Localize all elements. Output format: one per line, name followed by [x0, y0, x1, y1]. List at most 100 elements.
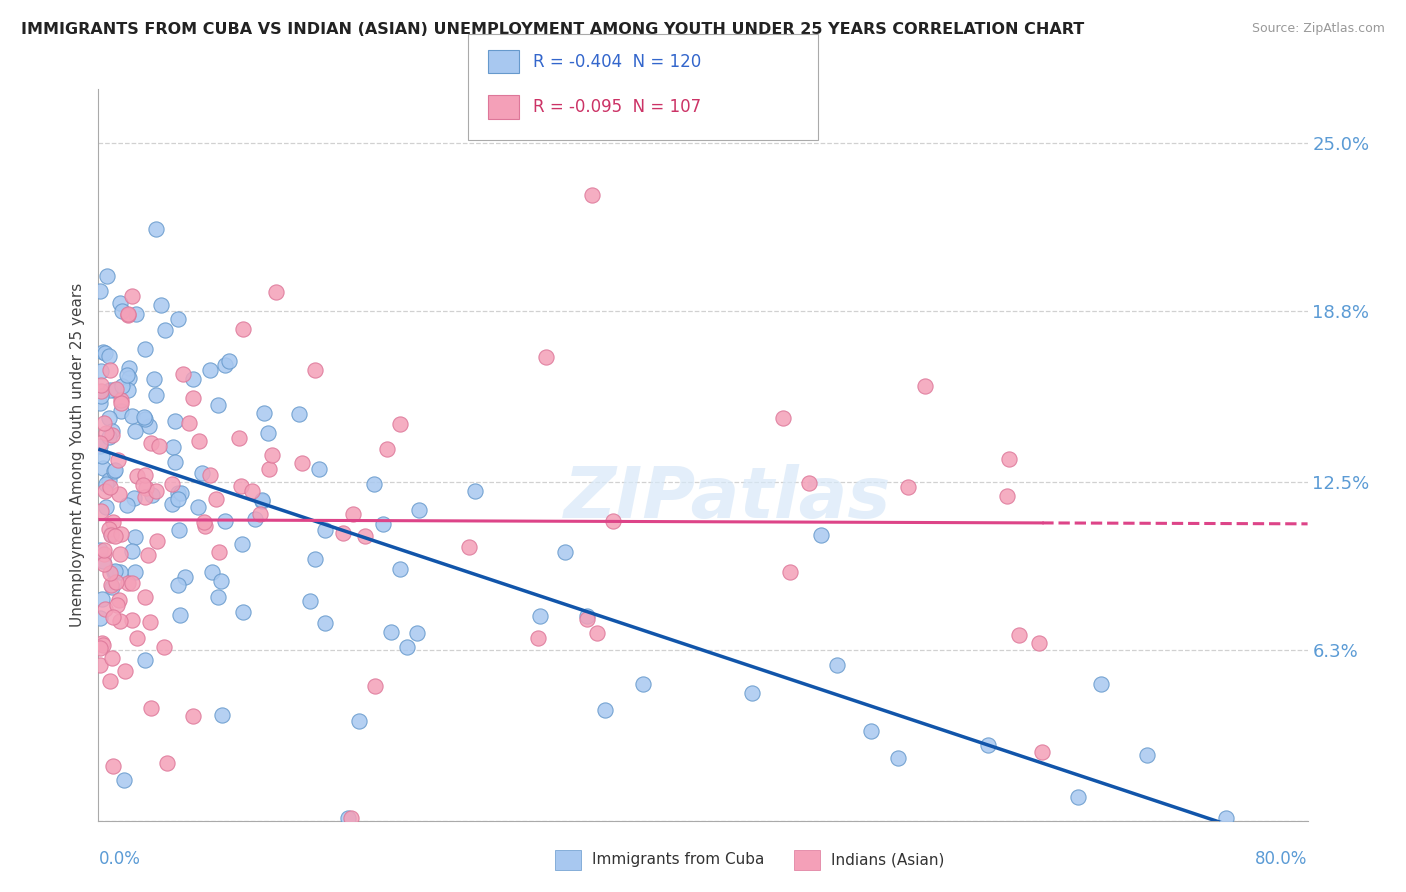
- Point: [299, 593, 322, 607]
- Point: [132, 478, 155, 492]
- Point: [153, 640, 176, 654]
- Point: [336, 811, 359, 825]
- Point: [145, 387, 167, 401]
- Point: [108, 565, 131, 579]
- Point: [89, 610, 111, 624]
- Point: [240, 484, 263, 499]
- Point: [112, 772, 135, 787]
- Point: [253, 406, 276, 420]
- Point: [110, 393, 132, 408]
- Point: [1136, 748, 1159, 763]
- Point: [108, 547, 131, 561]
- Point: [110, 527, 132, 541]
- Point: [308, 462, 330, 476]
- Point: [332, 526, 354, 541]
- Point: [995, 489, 1018, 503]
- Point: [167, 523, 190, 537]
- Point: [339, 811, 361, 825]
- Point: [94, 602, 117, 616]
- Point: [117, 384, 139, 398]
- Text: Source: ZipAtlas.com: Source: ZipAtlas.com: [1251, 22, 1385, 36]
- Point: [291, 457, 314, 471]
- Point: [91, 592, 114, 607]
- Point: [380, 624, 402, 639]
- Y-axis label: Unemployment Among Youth under 25 years: Unemployment Among Youth under 25 years: [69, 283, 84, 627]
- Point: [187, 500, 209, 514]
- Point: [257, 426, 280, 441]
- Point: [90, 384, 112, 398]
- Point: [134, 490, 156, 504]
- Point: [100, 527, 122, 541]
- Point: [575, 609, 598, 624]
- Point: [231, 537, 253, 551]
- Point: [208, 545, 231, 559]
- Point: [364, 679, 387, 693]
- Point: [89, 543, 111, 558]
- Point: [108, 486, 131, 500]
- Point: [103, 516, 125, 530]
- Point: [121, 544, 143, 558]
- Point: [211, 707, 233, 722]
- Point: [139, 701, 162, 715]
- Point: [799, 476, 821, 491]
- Point: [97, 522, 120, 536]
- Point: [114, 664, 136, 678]
- Point: [181, 708, 204, 723]
- Point: [575, 612, 598, 626]
- Point: [250, 493, 273, 508]
- Point: [103, 565, 125, 579]
- Point: [166, 491, 188, 506]
- Point: [117, 576, 139, 591]
- Point: [149, 297, 172, 311]
- Point: [141, 488, 163, 502]
- Point: [108, 614, 131, 628]
- Point: [581, 187, 603, 202]
- Point: [118, 361, 141, 376]
- Point: [89, 640, 111, 655]
- Point: [118, 371, 141, 385]
- Point: [188, 434, 211, 448]
- Point: [97, 473, 120, 487]
- Text: 80.0%: 80.0%: [1256, 850, 1308, 868]
- Point: [139, 615, 162, 630]
- Point: [527, 631, 550, 645]
- Point: [169, 608, 191, 623]
- Point: [214, 359, 236, 373]
- Point: [138, 418, 160, 433]
- Point: [121, 613, 143, 627]
- Point: [145, 221, 167, 235]
- Point: [115, 498, 138, 512]
- Point: [342, 507, 364, 521]
- Point: [772, 411, 794, 425]
- Point: [183, 391, 205, 405]
- Point: [93, 542, 115, 557]
- Point: [90, 378, 112, 392]
- Point: [859, 724, 882, 739]
- Point: [976, 738, 998, 752]
- Point: [1031, 745, 1053, 759]
- Point: [464, 484, 486, 499]
- Point: [104, 463, 127, 477]
- Point: [89, 439, 111, 453]
- Point: [165, 414, 187, 428]
- Point: [257, 461, 280, 475]
- Point: [162, 441, 184, 455]
- Point: [194, 519, 217, 533]
- Point: [98, 480, 121, 494]
- Text: Immigrants from Cuba: Immigrants from Cuba: [592, 853, 765, 867]
- Point: [314, 615, 336, 630]
- Point: [191, 466, 214, 480]
- Point: [135, 481, 157, 495]
- Point: [124, 425, 146, 439]
- Point: [98, 673, 121, 688]
- Point: [173, 367, 195, 381]
- Point: [207, 590, 229, 604]
- Point: [136, 548, 159, 562]
- Point: [997, 452, 1019, 467]
- Point: [115, 368, 138, 382]
- Point: [90, 364, 112, 378]
- Point: [209, 574, 232, 589]
- Point: [375, 442, 398, 456]
- Point: [200, 362, 222, 376]
- Point: [198, 467, 221, 482]
